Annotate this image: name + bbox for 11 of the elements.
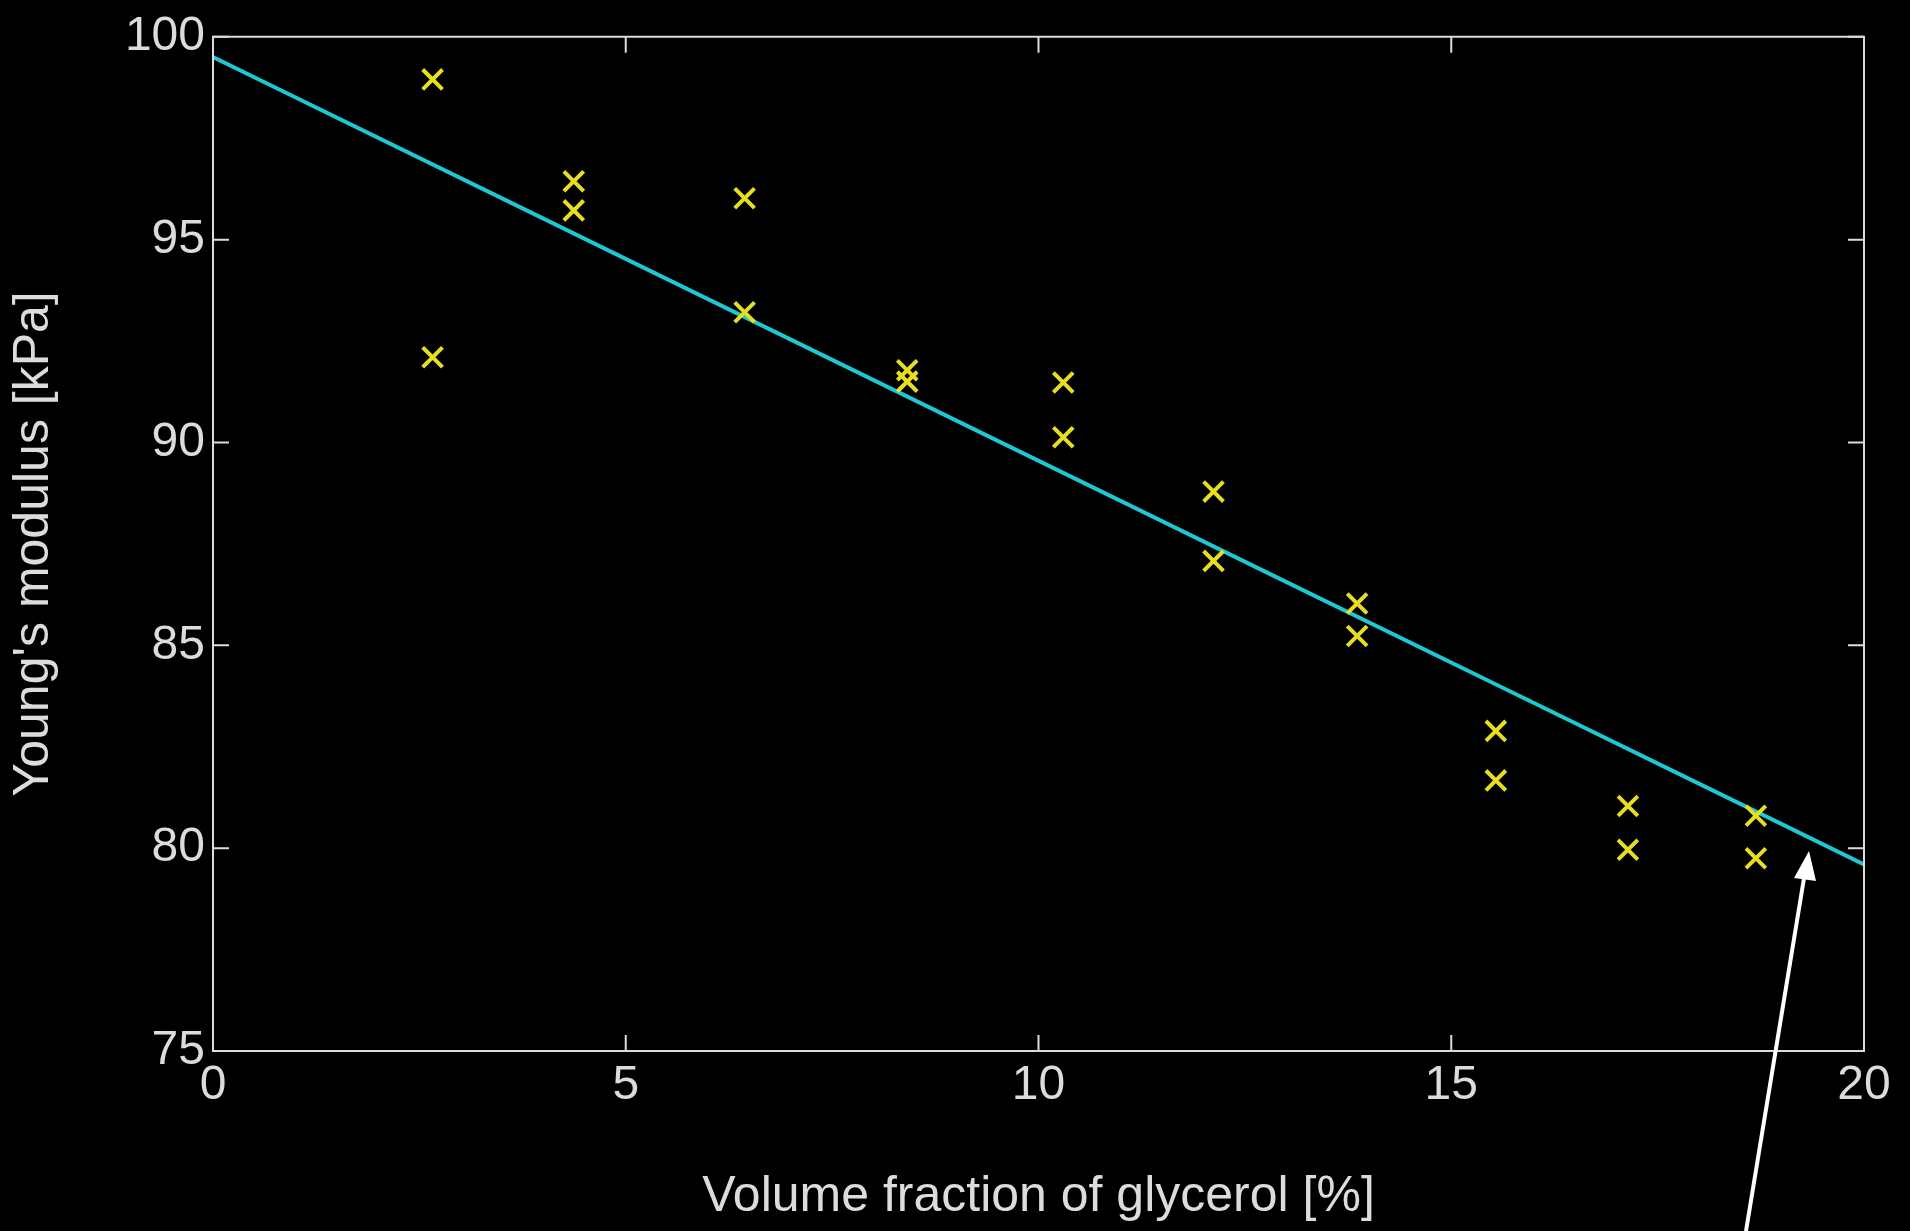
x-tick-label: 10: [1011, 1056, 1066, 1110]
y-axis-title: Young's modulus [kPa]: [2, 291, 59, 797]
y-tick-label: 85: [151, 615, 205, 669]
y-tick-label: 100: [124, 7, 205, 61]
y-tick-label: 80: [151, 818, 205, 872]
y-tick-label: 90: [151, 412, 205, 466]
x-tick-label: 20: [1837, 1056, 1891, 1110]
x-tick-label: 5: [612, 1056, 640, 1110]
x-axis-title: Volume fraction of glycerol [%]: [702, 1165, 1375, 1222]
y-tick-label: 95: [151, 209, 205, 263]
x-tick-label: 15: [1424, 1056, 1478, 1110]
